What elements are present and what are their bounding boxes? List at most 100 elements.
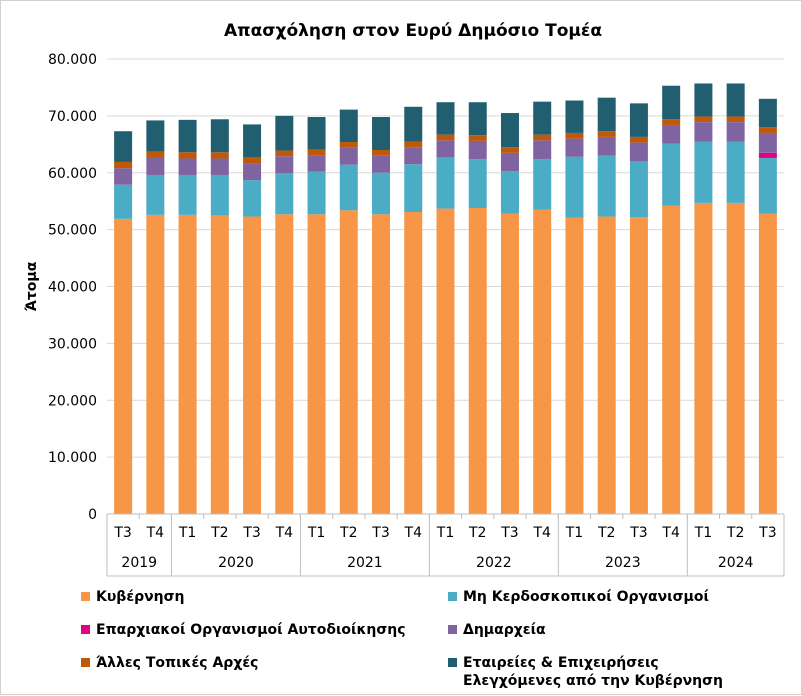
bar-segment-4 [243, 157, 262, 164]
bar-segment-0 [243, 216, 262, 514]
bar-segment-2 [758, 152, 777, 158]
bar-segment-4 [372, 150, 391, 156]
bar-segment-5 [758, 98, 777, 128]
bar-segment-3 [662, 124, 681, 144]
year-label: 2019 [121, 555, 157, 571]
bar-segment-0 [404, 211, 423, 514]
legend-swatch-government [81, 592, 90, 601]
year-label: 2022 [476, 555, 512, 571]
bar-segment-0 [662, 205, 681, 515]
bar-segment-4 [114, 161, 133, 169]
bar-segment-4 [533, 134, 552, 141]
bar-segment-1 [243, 180, 262, 217]
y-tick-label: 60.000 [48, 166, 97, 182]
bar-segment-0 [597, 216, 616, 514]
x-tick-label: Τ2 [726, 525, 744, 541]
y-tick-label: 80.000 [48, 52, 97, 68]
bar-segment-0 [726, 202, 745, 515]
bar-segment-0 [275, 214, 294, 515]
bar-segment-1 [275, 173, 294, 215]
bar-segment-0 [307, 214, 326, 515]
bar-segment-5 [210, 119, 229, 153]
bar-segment-1 [372, 172, 391, 215]
bar-segment-4 [210, 152, 229, 159]
bar-segment-4 [307, 149, 326, 156]
x-tick-label: Τ1 [178, 525, 196, 541]
legend-label-other-local-authorities: Άλλες Τοπικές Αρχές [96, 655, 259, 671]
bar-segment-5 [533, 101, 552, 135]
x-tick-label: Τ2 [468, 525, 486, 541]
legend-swatch-state-companies [448, 658, 457, 667]
x-tick-label: Τ4 [661, 525, 680, 541]
bar-segment-1 [404, 164, 423, 212]
bar-segment-1 [629, 161, 648, 218]
y-tick-label: 40.000 [48, 280, 97, 296]
bar-segment-4 [146, 151, 165, 158]
bar-segment-5 [404, 106, 423, 142]
bar-segment-0 [468, 208, 487, 514]
bar-segment-1 [533, 159, 552, 210]
legend-swatch-nonprofit [448, 592, 457, 601]
bar-segment-4 [404, 141, 423, 148]
bar-segment-5 [372, 117, 391, 150]
legend-swatch-district-organisations [81, 625, 90, 634]
bar-segment-5 [436, 102, 455, 135]
bar-segment-1 [500, 171, 519, 214]
bar-segment-5 [307, 117, 326, 150]
bar-segment-4 [500, 147, 519, 153]
bar-segment-3 [533, 140, 552, 160]
legend-label-government: Κυβέρνηση [96, 589, 185, 605]
bar-segment-5 [500, 113, 519, 148]
x-tick-label: Τ1 [307, 525, 325, 541]
bar-segment-1 [307, 171, 326, 215]
bar-segment-4 [178, 152, 197, 159]
bar-segment-4 [468, 135, 487, 141]
bar-segment-5 [146, 120, 165, 152]
bar-segment-0 [146, 214, 165, 514]
legend-item-state-companies: Εταιρείες & Επιχειρήσεις Ελεγχόμενες από… [448, 654, 723, 690]
bar-segment-0 [178, 214, 197, 514]
bar-segment-4 [694, 116, 713, 123]
legend-label-nonprofit: Μη Κερδοσκοπικοί Οργανισμοί [463, 589, 709, 605]
bar-segment-0 [629, 217, 648, 515]
x-tick-label: Τ4 [532, 525, 551, 541]
bar-segment-5 [662, 85, 681, 120]
y-tick-label: 50.000 [48, 223, 97, 239]
legend-item-municipalities: Δημαρχεία [448, 621, 546, 639]
x-tick-label: Τ1 [565, 525, 583, 541]
bar-segment-3 [758, 132, 777, 153]
bar-segment-0 [372, 214, 391, 515]
year-label: 2024 [718, 555, 754, 571]
bar-segment-0 [114, 218, 133, 514]
bar-segment-0 [500, 213, 519, 514]
bar-segment-1 [694, 141, 713, 203]
bar-segment-0 [339, 210, 358, 514]
y-tick-label: 70.000 [48, 109, 97, 125]
x-tick-label: Τ2 [339, 525, 357, 541]
legend-item-nonprofit: Μη Κερδοσκοπικοί Οργανισμοί [448, 588, 709, 606]
bar-segment-4 [629, 136, 648, 143]
legend-label-municipalities: Δημαρχεία [463, 622, 546, 638]
bar-segment-0 [694, 202, 713, 515]
bar-segment-4 [597, 131, 616, 137]
bar-segment-3 [307, 155, 326, 172]
bar-segment-1 [436, 157, 455, 209]
year-label: 2021 [347, 555, 383, 571]
bar-segment-0 [565, 217, 584, 514]
legend-label-district-organisations: Επαρχιακοί Οργανισμοί Αυτοδιοίκησης [96, 622, 406, 638]
bar-segment-5 [468, 102, 487, 136]
x-tick-label: Τ1 [694, 525, 712, 541]
x-tick-label: Τ3 [113, 525, 131, 541]
bar-segment-5 [243, 124, 262, 158]
bar-segment-5 [339, 109, 358, 143]
bar-segment-0 [210, 215, 229, 514]
x-tick-label: Τ2 [210, 525, 228, 541]
bar-segment-5 [114, 131, 133, 162]
bar-segment-4 [339, 142, 358, 148]
legend-swatch-other-local-authorities [81, 658, 90, 667]
bar-segment-4 [275, 150, 294, 157]
bar-segment-1 [178, 175, 197, 215]
year-label: 2020 [218, 555, 254, 571]
bar-segment-3 [694, 122, 713, 142]
